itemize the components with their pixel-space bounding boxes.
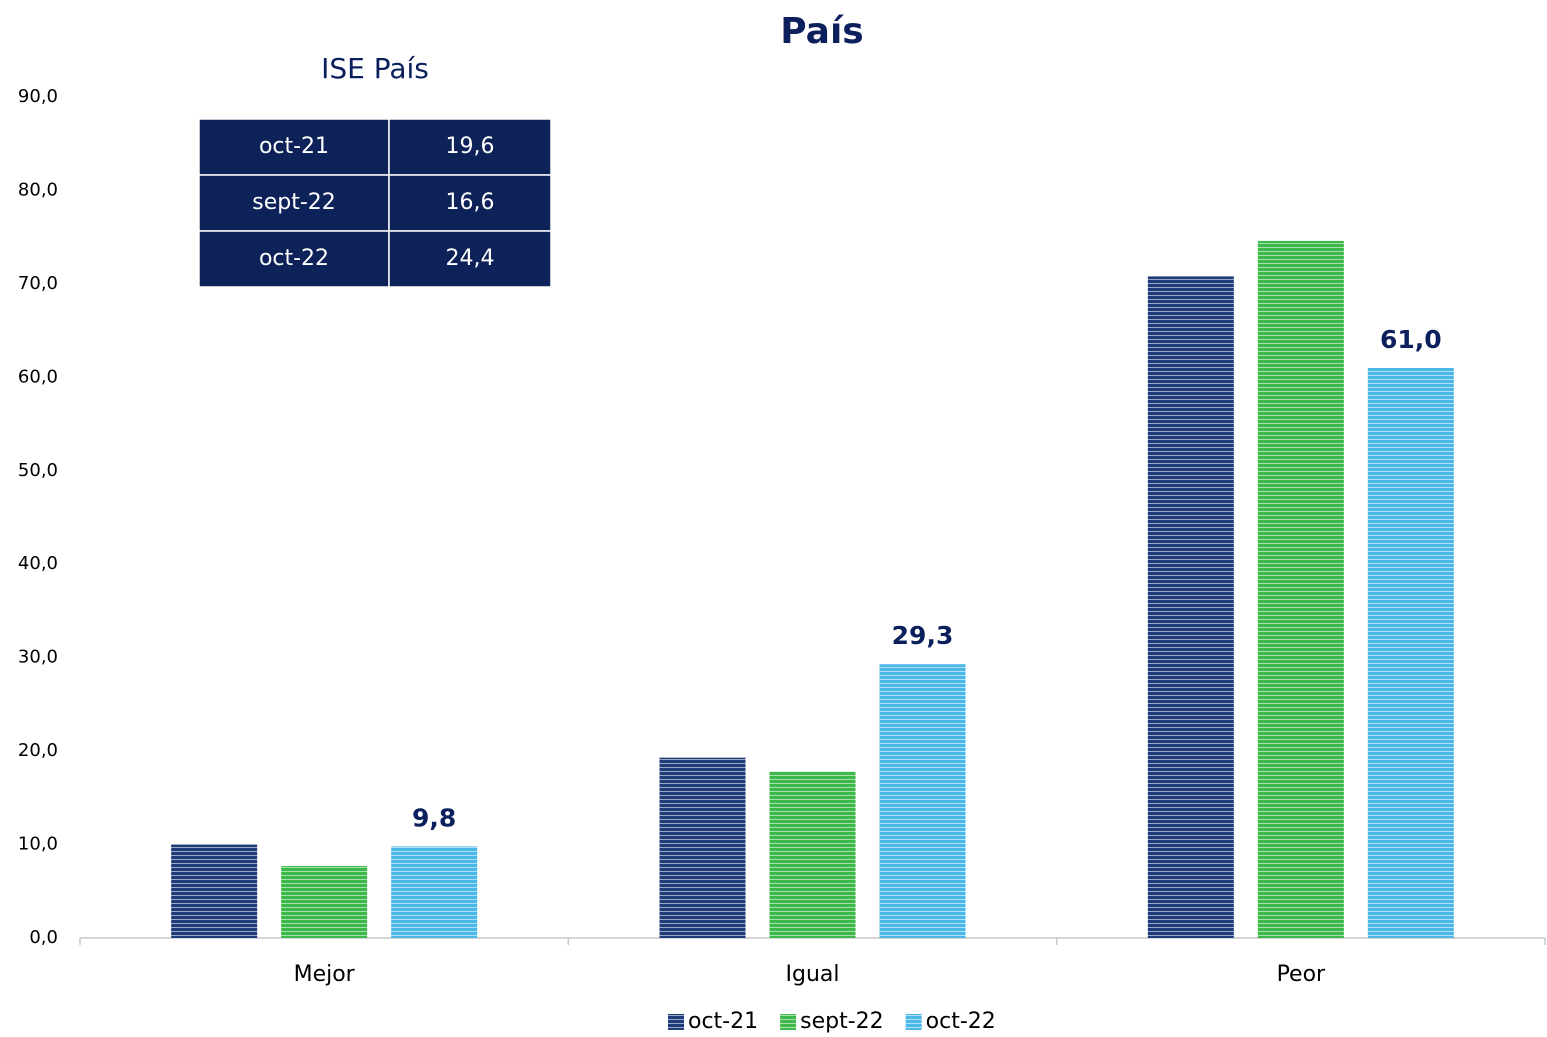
legend-label: oct-22: [926, 1009, 996, 1034]
legend-swatch: [780, 1014, 797, 1030]
table-cell: [198, 230, 390, 288]
table-cell: [388, 230, 552, 288]
bar: [391, 846, 478, 938]
table-cell: [198, 118, 390, 176]
table-cell: [198, 174, 390, 232]
bar: [1147, 276, 1234, 938]
bar: [879, 664, 966, 938]
table-cell: [388, 174, 552, 232]
y-tick-label: 60,0: [18, 366, 58, 387]
table-text: oct-22: [259, 246, 329, 271]
data-label: 9,8: [412, 803, 456, 832]
y-tick-label: 30,0: [18, 647, 58, 668]
data-label: 61,0: [1380, 325, 1442, 354]
y-tick-label: 80,0: [18, 179, 58, 200]
data-label: 29,3: [892, 621, 954, 650]
x-tick-label: Peor: [1277, 962, 1326, 987]
legend-label: oct-21: [688, 1009, 758, 1034]
chart-title: País: [780, 11, 863, 52]
table-text: 16,6: [446, 190, 495, 215]
table-text: 19,6: [446, 134, 495, 159]
legend-label: sept-22: [800, 1009, 884, 1034]
table-text: sept-22: [252, 190, 336, 215]
bar: [171, 844, 258, 938]
table-text: 24,4: [446, 246, 495, 271]
legend-swatch: [905, 1014, 922, 1030]
y-tick-label: 90,0: [18, 86, 58, 107]
table-text: oct-21: [259, 134, 329, 159]
inset-title: ISE País: [321, 52, 429, 85]
bar: [1367, 367, 1454, 938]
y-tick-label: 70,0: [18, 273, 58, 294]
bar: [769, 771, 856, 938]
bar: [281, 866, 368, 938]
bar: [659, 757, 746, 938]
y-tick-label: 10,0: [18, 834, 58, 855]
legend-swatch: [668, 1014, 684, 1030]
x-tick-label: Mejor: [294, 962, 356, 987]
y-tick-label: 0,0: [29, 927, 58, 948]
bar: [1257, 240, 1344, 939]
x-tick-label: Igual: [786, 962, 840, 987]
y-tick-label: 50,0: [18, 460, 58, 481]
y-tick-label: 40,0: [18, 553, 58, 574]
y-tick-label: 20,0: [18, 740, 58, 761]
